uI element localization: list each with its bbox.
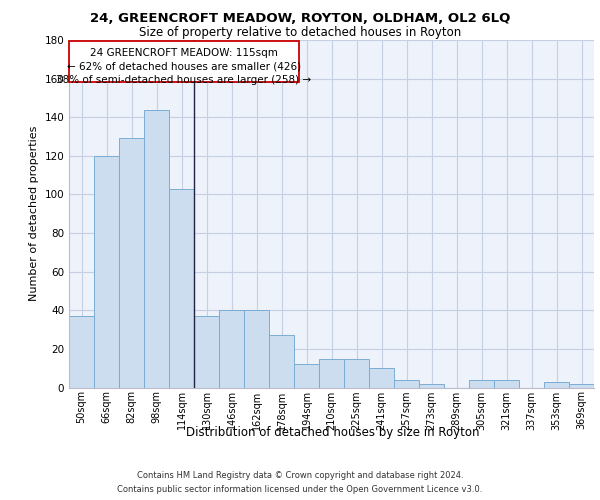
Bar bbox=[369, 368, 394, 388]
Text: Size of property relative to detached houses in Royton: Size of property relative to detached ho… bbox=[139, 26, 461, 39]
Text: Contains HM Land Registry data © Crown copyright and database right 2024.: Contains HM Land Registry data © Crown c… bbox=[137, 472, 463, 480]
Text: 24, GREENCROFT MEADOW, ROYTON, OLDHAM, OL2 6LQ: 24, GREENCROFT MEADOW, ROYTON, OLDHAM, O… bbox=[90, 12, 510, 26]
Bar bbox=[569, 384, 594, 388]
Bar bbox=[144, 110, 169, 388]
Bar bbox=[244, 310, 269, 388]
Bar bbox=[94, 156, 119, 388]
Bar bbox=[494, 380, 519, 388]
Text: 38% of semi-detached houses are larger (258) →: 38% of semi-detached houses are larger (… bbox=[56, 75, 311, 85]
Bar bbox=[344, 358, 369, 388]
Text: Contains public sector information licensed under the Open Government Licence v3: Contains public sector information licen… bbox=[118, 484, 482, 494]
Bar bbox=[119, 138, 144, 388]
Text: 24 GREENCROFT MEADOW: 115sqm: 24 GREENCROFT MEADOW: 115sqm bbox=[90, 48, 278, 58]
Bar bbox=[419, 384, 444, 388]
Bar bbox=[169, 188, 194, 388]
Text: ← 62% of detached houses are smaller (426): ← 62% of detached houses are smaller (42… bbox=[67, 61, 301, 71]
Bar bbox=[219, 310, 244, 388]
Bar bbox=[544, 382, 569, 388]
Bar bbox=[319, 358, 344, 388]
Y-axis label: Number of detached properties: Number of detached properties bbox=[29, 126, 39, 302]
Text: Distribution of detached houses by size in Royton: Distribution of detached houses by size … bbox=[186, 426, 480, 439]
Bar bbox=[69, 316, 94, 388]
Bar bbox=[394, 380, 419, 388]
Bar bbox=[194, 316, 219, 388]
Bar bbox=[294, 364, 319, 388]
Bar bbox=[269, 336, 294, 388]
Bar bbox=[469, 380, 494, 388]
FancyBboxPatch shape bbox=[69, 41, 299, 82]
